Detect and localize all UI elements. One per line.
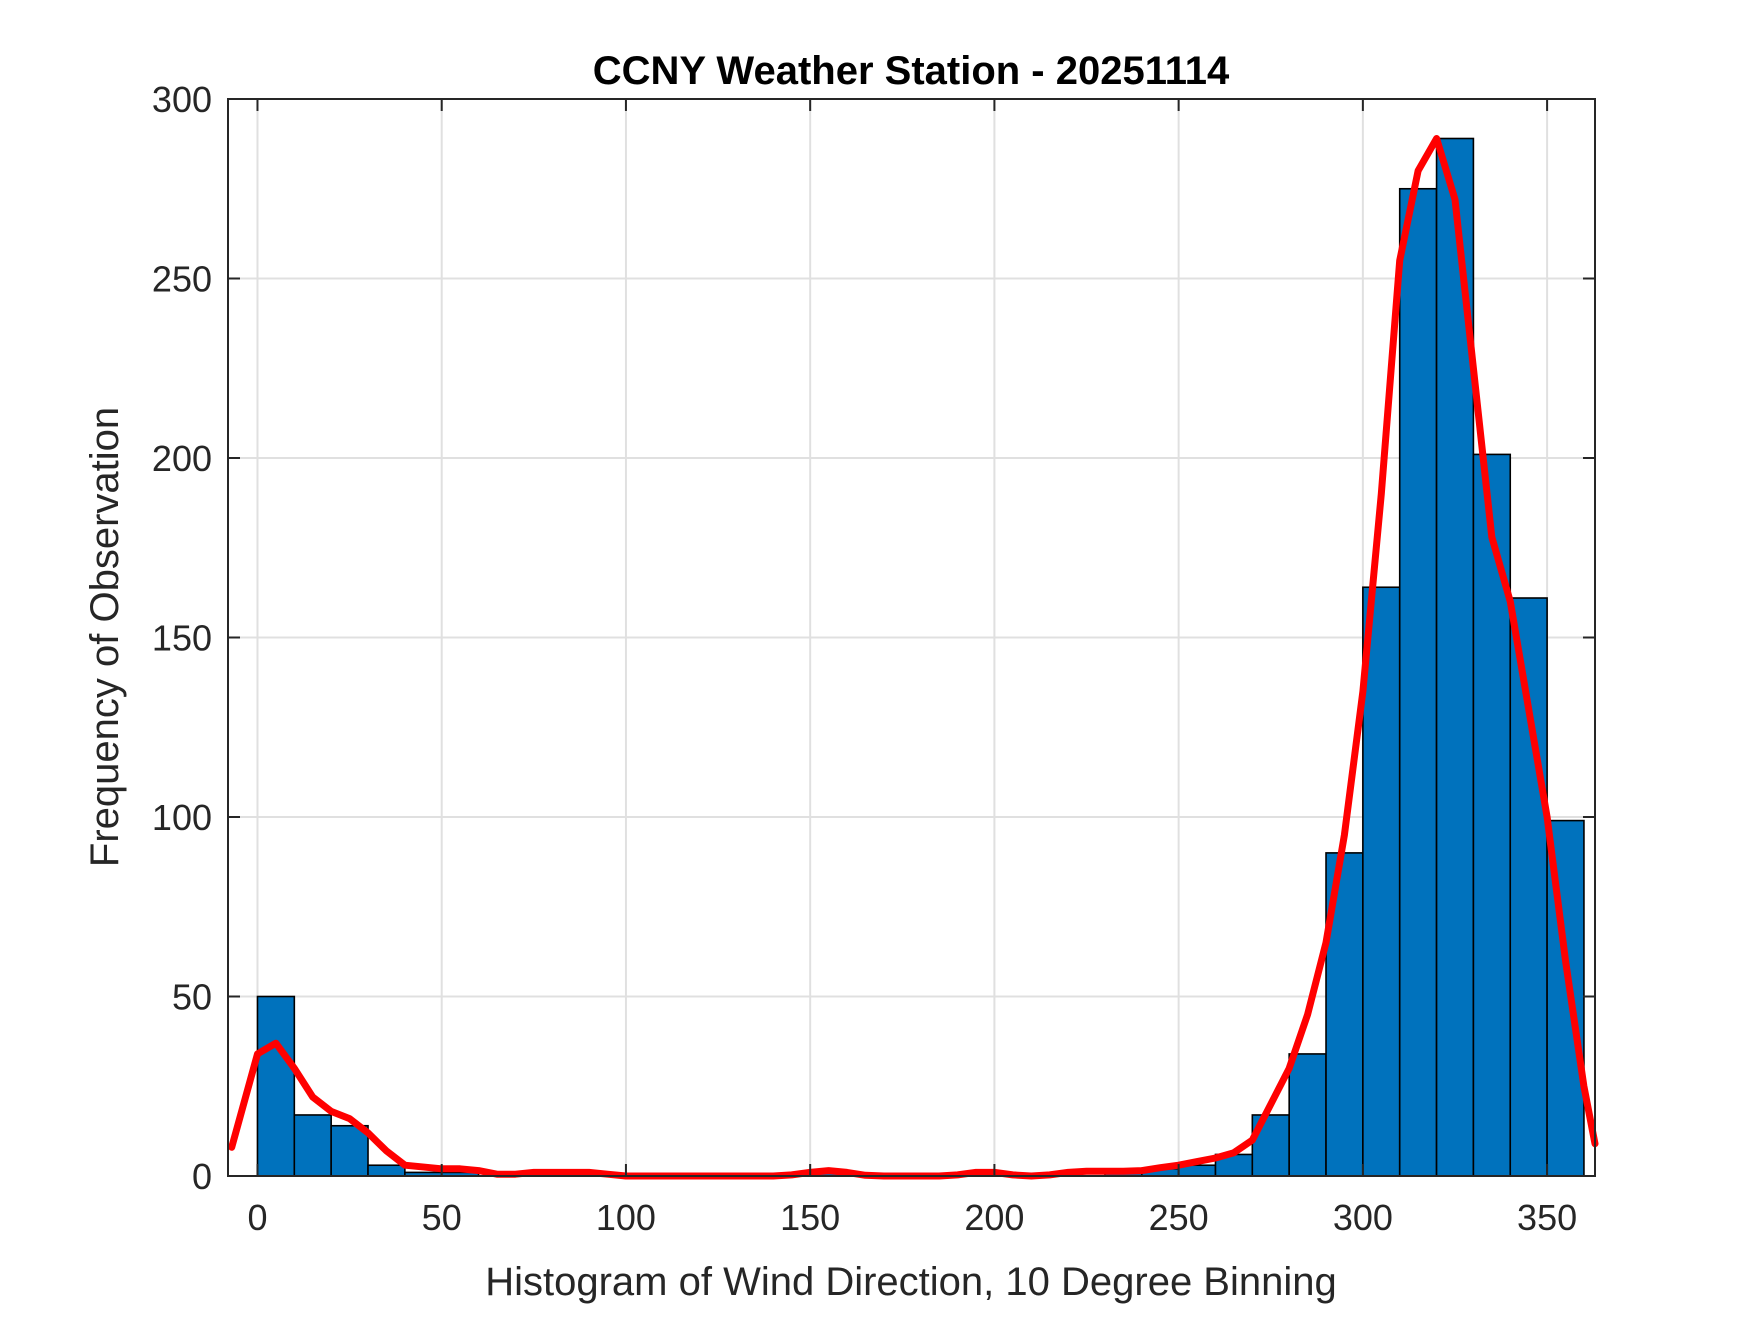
x-tick-label: 300 bbox=[1333, 1197, 1393, 1238]
histogram-bar bbox=[293, 1114, 332, 1177]
x-tick-label: 0 bbox=[247, 1197, 267, 1238]
y-tick-label: 50 bbox=[172, 977, 212, 1018]
x-tick-label: 350 bbox=[1517, 1197, 1577, 1238]
fit-curve bbox=[228, 135, 1599, 1180]
histogram-bar bbox=[1398, 187, 1438, 1177]
histogram-bar bbox=[330, 1124, 369, 1177]
y-tick-label: 100 bbox=[152, 797, 212, 838]
x-tick-label: 200 bbox=[964, 1197, 1024, 1238]
y-tick-label: 300 bbox=[152, 79, 212, 120]
histogram-bar bbox=[1546, 819, 1585, 1177]
histogram-bar bbox=[1472, 453, 1512, 1177]
histogram-bar bbox=[1288, 1053, 1327, 1177]
histogram-bar bbox=[1362, 586, 1401, 1177]
axis-ticks bbox=[228, 98, 1595, 1177]
tick-labels: 0 50 100 150 200 250 300 350 0 50 100 150 200 250 300 bbox=[152, 79, 1577, 1238]
x-tick-label: 50 bbox=[422, 1197, 462, 1238]
y-tick-label: 0 bbox=[192, 1156, 212, 1197]
histogram-bar bbox=[1509, 597, 1548, 1177]
histogram-bars bbox=[256, 137, 1585, 1177]
x-tick-label: 250 bbox=[1149, 1197, 1209, 1238]
x-axis-label: Histogram of Wind Direction, 10 Degree B… bbox=[485, 1260, 1337, 1304]
y-tick-label: 150 bbox=[152, 618, 212, 659]
histogram-bar bbox=[256, 995, 296, 1177]
x-tick-label: 150 bbox=[780, 1197, 840, 1238]
histogram-bar bbox=[367, 1164, 406, 1177]
y-tick-label: 250 bbox=[152, 259, 212, 300]
chart-title: CCNY Weather Station - 20251114 bbox=[593, 49, 1230, 93]
y-axis-label: Frequency of Observation bbox=[83, 407, 127, 867]
fit-curve-layer bbox=[228, 135, 1599, 1180]
y-tick-label: 200 bbox=[152, 438, 212, 479]
x-tick-label: 100 bbox=[596, 1197, 656, 1238]
